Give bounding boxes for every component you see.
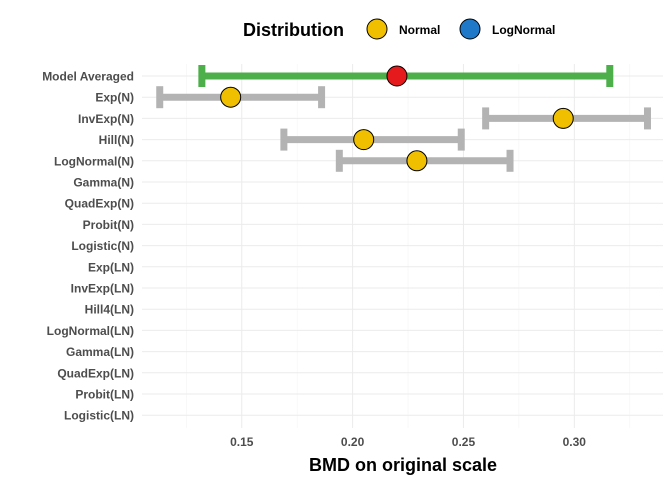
y-axis-tick-labels: Model Averaged Exp(N) InvExp(N) Hill(N) LogN…: [42, 70, 134, 423]
y-tick-label: LogNormal(LN): [47, 324, 134, 338]
y-tick-label: Probit(N): [83, 218, 134, 232]
legend: Distribution Normal LogNormal: [243, 18, 555, 40]
y-tick-label: QuadExp(LN): [57, 366, 134, 380]
bmd-point: [386, 65, 408, 87]
legend-title: Distribution: [243, 20, 344, 40]
x-tick-label: 0.25: [452, 435, 476, 449]
legend-key-normal: [366, 18, 388, 40]
y-tick-label: Model Averaged: [42, 70, 134, 84]
x-axis-tick-labels: 0.15 0.20 0.25 0.30: [230, 435, 586, 449]
y-tick-label: Gamma(LN): [66, 345, 134, 359]
x-tick-label: 0.15: [230, 435, 254, 449]
y-tick-label: Probit(LN): [75, 388, 134, 402]
y-tick-label: LogNormal(N): [54, 154, 134, 168]
y-tick-label: Logistic(LN): [64, 409, 134, 423]
bmd-point: [552, 107, 574, 129]
y-tick-label: Hill4(LN): [85, 303, 134, 317]
y-tick-label: InvExp(N): [78, 112, 134, 126]
bmd-point: [406, 150, 428, 172]
y-tick-label: InvExp(LN): [71, 282, 134, 296]
legend-key-lognormal: [459, 18, 481, 40]
bmd-point: [353, 129, 375, 151]
y-tick-label: Hill(N): [99, 133, 134, 147]
y-tick-label: Exp(LN): [88, 260, 134, 274]
x-tick-label: 0.30: [563, 435, 587, 449]
y-tick-label: Exp(N): [95, 91, 134, 105]
x-axis-title: BMD on original scale: [309, 455, 497, 475]
y-tick-label: Logistic(N): [71, 239, 134, 253]
bmd-point: [220, 86, 242, 108]
legend-label-lognormal: LogNormal: [492, 23, 555, 37]
x-tick-label: 0.20: [341, 435, 365, 449]
point-layer: [220, 65, 574, 172]
y-tick-label: Gamma(N): [73, 176, 134, 190]
y-tick-label: QuadExp(N): [65, 197, 134, 211]
legend-label-normal: Normal: [399, 23, 440, 37]
